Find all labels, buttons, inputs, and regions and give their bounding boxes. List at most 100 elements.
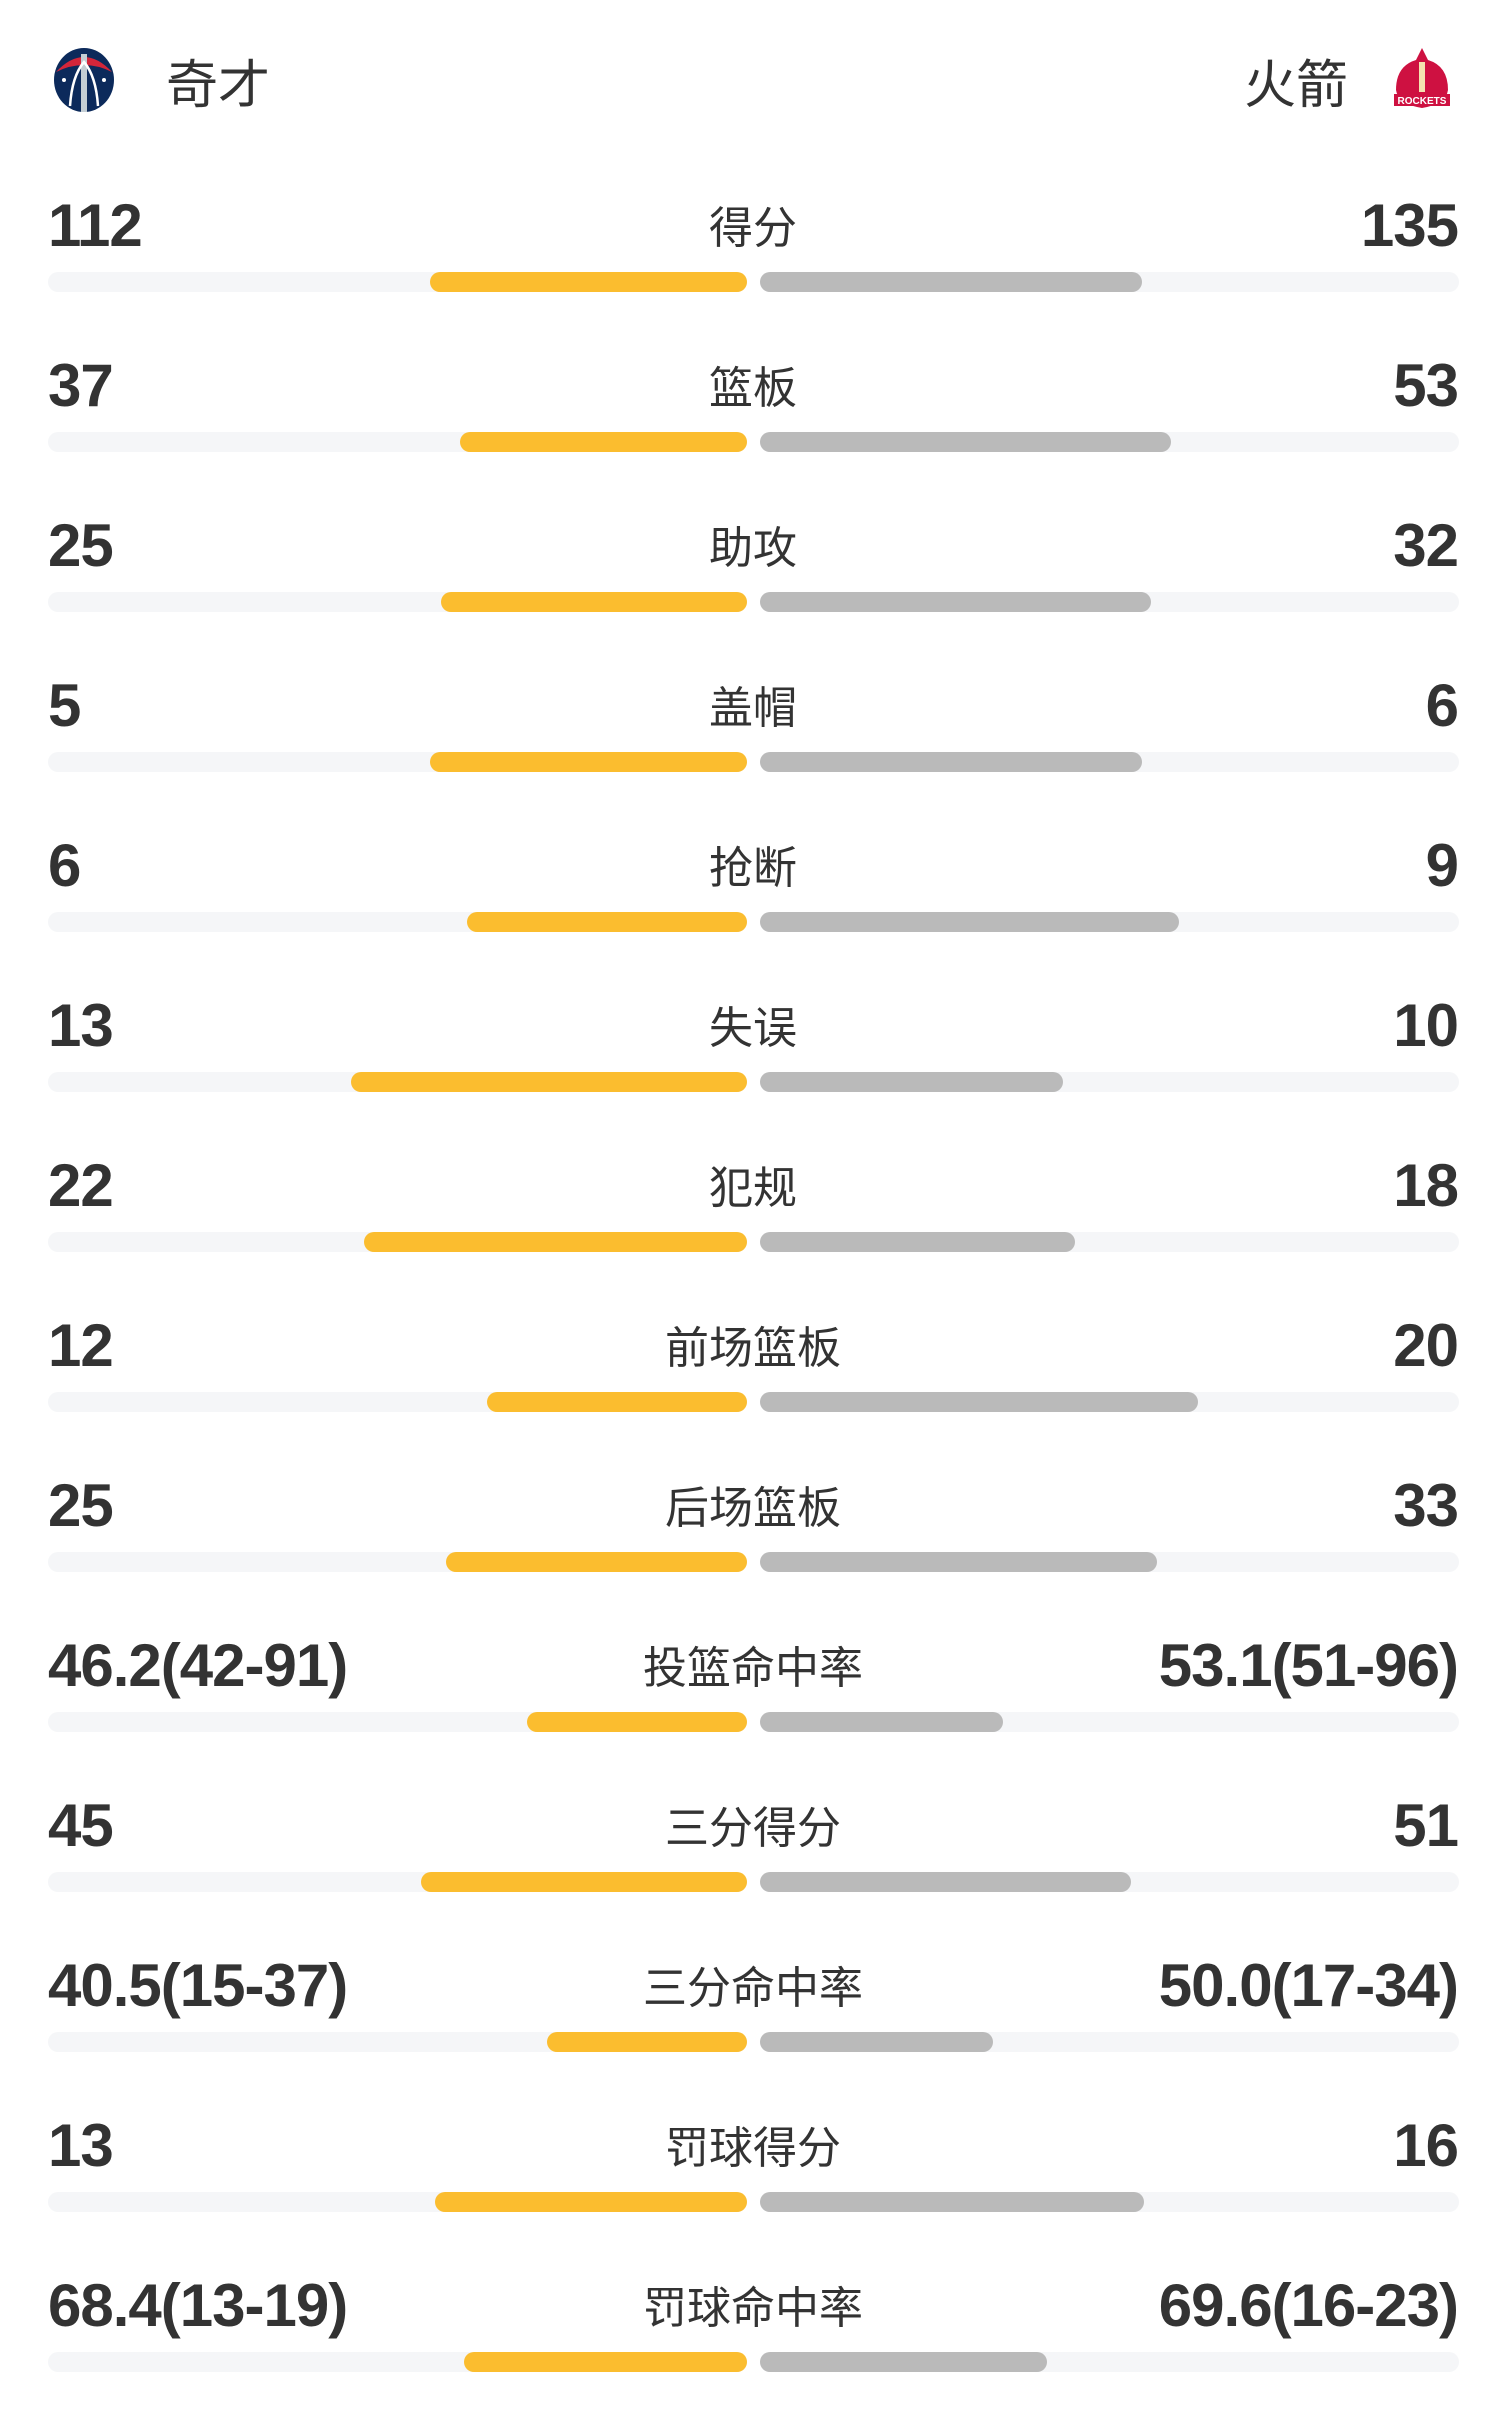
stat-row: 112 得分 135	[48, 191, 1459, 341]
home-bar-track	[48, 2352, 747, 2372]
stat-label: 助攻	[709, 523, 797, 574]
away-bar-track	[760, 592, 1459, 612]
home-bar-track	[48, 592, 747, 612]
home-bar-fill	[420, 1872, 747, 1892]
home-bar-fill	[446, 1552, 747, 1572]
away-bar-track	[760, 1872, 1459, 1892]
home-bar-track	[48, 2032, 747, 2052]
home-value: 46.2(42-91)	[48, 1632, 348, 1699]
away-value: 6	[1425, 672, 1459, 739]
home-value: 22	[48, 1152, 114, 1219]
home-value: 25	[48, 1472, 114, 1539]
home-value: 45	[48, 1792, 114, 1859]
home-value: 12	[48, 1312, 114, 1379]
stat-row: 25 后场篮板 33	[48, 1471, 1459, 1621]
home-bar-fill	[440, 592, 747, 612]
stat-row: 37 篮板 53	[48, 351, 1459, 501]
home-bar-track	[48, 432, 747, 452]
stat-row: 13 失误 10	[48, 991, 1459, 1141]
home-value: 112	[48, 192, 143, 259]
away-bar-fill	[760, 2192, 1145, 2212]
away-bar-fill	[760, 1552, 1158, 1572]
away-bar-track	[760, 1392, 1459, 1412]
stat-label: 抢断	[709, 843, 797, 894]
home-value: 68.4(13-19)	[48, 2272, 348, 2339]
home-bar-track	[48, 2192, 747, 2212]
stat-label: 罚球命中率	[643, 2283, 863, 2334]
away-value: 53.1(51-96)	[1158, 1632, 1459, 1699]
stat-row: 22 犯规 18	[48, 1151, 1459, 1301]
home-value: 40.5(15-37)	[48, 1952, 348, 2019]
stat-label: 盖帽	[709, 683, 797, 734]
away-value: 135	[1360, 192, 1459, 259]
away-value: 9	[1425, 832, 1459, 899]
home-bar-track	[48, 1872, 747, 1892]
away-bar-track	[760, 1712, 1459, 1732]
home-bar-fill	[434, 2192, 747, 2212]
away-bar-fill	[760, 1072, 1064, 1092]
away-value: 50.0(17-34)	[1158, 1952, 1459, 2019]
home-bar-track	[48, 1552, 747, 1572]
away-bar-fill	[760, 1872, 1132, 1892]
away-value: 16	[1393, 2112, 1459, 2179]
home-value: 13	[48, 992, 114, 1059]
stat-label: 前场篮板	[665, 1323, 841, 1374]
home-bar-track	[48, 912, 747, 932]
away-bar-track	[760, 2192, 1459, 2212]
home-bar-track	[48, 272, 747, 292]
stat-row: 5 盖帽 6	[48, 671, 1459, 821]
home-bar-track	[48, 1712, 747, 1732]
away-bar-track	[760, 1072, 1459, 1092]
home-bar-fill	[467, 912, 747, 932]
stat-row: 25 助攻 32	[48, 511, 1459, 661]
away-value: 18	[1393, 1152, 1459, 1219]
away-bar-fill	[760, 592, 1152, 612]
away-bar-fill	[760, 912, 1180, 932]
home-value: 37	[48, 352, 114, 419]
stat-label: 投篮命中率	[643, 1643, 863, 1694]
away-bar-fill	[760, 2032, 993, 2052]
away-value: 53	[1393, 352, 1459, 419]
away-bar-fill	[760, 1232, 1075, 1252]
stat-row: 6 抢断 9	[48, 831, 1459, 981]
away-bar-fill	[760, 752, 1142, 772]
home-team-name: 奇才	[166, 55, 271, 116]
home-bar-fill	[429, 752, 747, 772]
away-team-name: 火箭	[1243, 55, 1348, 116]
home-bar-fill	[463, 2352, 747, 2372]
stat-row: 45 三分得分 51	[48, 1791, 1459, 1941]
away-bar-track	[760, 2032, 1459, 2052]
stat-label: 得分	[709, 203, 797, 254]
svg-text:ROCKETS: ROCKETS	[1398, 96, 1447, 107]
home-bar-fill	[429, 272, 747, 292]
home-value: 25	[48, 512, 114, 579]
home-bar-fill	[526, 1712, 747, 1732]
home-bar-fill	[547, 2032, 747, 2052]
home-bar-track	[48, 752, 747, 772]
home-bar-fill	[363, 1232, 747, 1252]
away-bar-fill	[760, 432, 1171, 452]
away-bar-track	[760, 2352, 1459, 2372]
home-bar-fill	[486, 1392, 747, 1412]
stat-label: 犯规	[709, 1163, 797, 1214]
home-team-header[interactable]: 奇才	[50, 45, 271, 116]
away-value: 69.6(16-23)	[1158, 2272, 1459, 2339]
home-value: 5	[48, 672, 81, 739]
stat-label: 篮板	[709, 363, 797, 414]
stat-label: 失误	[709, 1003, 797, 1054]
away-bar-fill	[760, 1712, 1004, 1732]
away-value: 33	[1393, 1472, 1459, 1539]
home-bar-fill	[460, 432, 747, 452]
stat-row: 68.4(13-19) 罚球命中率 69.6(16-23)	[48, 2271, 1459, 2421]
away-bar-track	[760, 912, 1459, 932]
home-bar-track	[48, 1232, 747, 1252]
home-value: 13	[48, 2112, 114, 2179]
stat-row: 12 前场篮板 20	[48, 1311, 1459, 1461]
home-bar-track	[48, 1072, 747, 1092]
stat-label: 罚球得分	[665, 2123, 841, 2174]
away-bar-fill	[760, 1392, 1198, 1412]
away-team-header[interactable]: 火箭 ROCKETS	[1243, 45, 1456, 116]
stat-row: 46.2(42-91) 投篮命中率 53.1(51-96)	[48, 1631, 1459, 1781]
stat-label: 三分得分	[665, 1803, 841, 1854]
away-bar-fill	[760, 272, 1142, 292]
